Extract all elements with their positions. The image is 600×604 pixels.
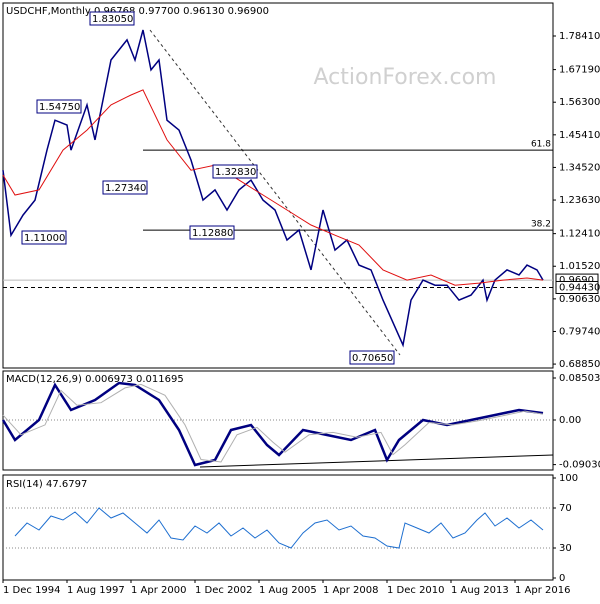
x-tick-label: 1 Aug 2013 <box>451 585 509 596</box>
series-line <box>2 89 544 286</box>
annotation: 1.54750 <box>39 102 80 113</box>
y-tick-label: 1.34520 <box>559 162 600 173</box>
header: USDCHF,Monthly 0.96768 0.97700 0.96130 0… <box>6 6 269 17</box>
macd-title: MACD(12,26,9) 0.006973 0.011695 <box>6 374 184 385</box>
y-tick-label: 30 <box>559 543 572 554</box>
annotation-box <box>21 230 67 245</box>
rsi-panel <box>2 474 554 581</box>
x-tick-label: 1 Apr 2008 <box>323 585 378 596</box>
rsi-title: RSI(14) 47.6797 <box>6 479 87 490</box>
annotation-box <box>349 350 395 365</box>
x-tick-label: 1 Dec 2002 <box>195 585 253 596</box>
x-tick-label: 1 Dec 2010 <box>387 585 445 596</box>
y-tick-label: 1.67190 <box>559 65 600 76</box>
y-tick-label: 0.90630 <box>559 294 600 305</box>
y-tick-label: 0.68850 <box>559 359 600 370</box>
x-tick-label: 1 Aug 2005 <box>259 585 317 596</box>
annotation-box <box>212 164 258 179</box>
annotation: 1.32830 <box>215 167 256 178</box>
y-tick-label: 0 <box>559 573 565 584</box>
annotation-box <box>89 11 135 26</box>
x-tick-label: 1 Aug 1997 <box>67 585 125 596</box>
series-line <box>2 29 544 348</box>
price-panel <box>2 2 554 369</box>
y-tick-label: -0.090302 <box>559 460 600 471</box>
y-tick-label: 100 <box>559 473 578 484</box>
y-tick-label: 1.12410 <box>559 229 600 240</box>
annotation: 0.70650 <box>352 353 393 364</box>
fib-level-label: 61.8 <box>531 140 551 150</box>
fib-level-label: 38.2 <box>531 220 551 230</box>
x-tick-label: 1 Dec 1994 <box>3 585 61 596</box>
series-line <box>14 507 544 549</box>
price-label: 0.94430 <box>559 282 600 293</box>
macd-trendline <box>199 454 554 468</box>
y-tick-label: 1.56300 <box>559 97 600 108</box>
annotation: 1.83050 <box>92 14 133 25</box>
y-tick-label: 1.45410 <box>559 130 600 141</box>
annotation: 1.27340 <box>105 183 146 194</box>
y-tick-label: 0.79740 <box>559 326 600 337</box>
annotation-box <box>189 225 235 240</box>
y-tick-label: 0.00 <box>559 415 581 426</box>
series-line <box>2 383 544 463</box>
x-tick-label: 1 Apr 2000 <box>131 585 186 596</box>
annotation: 1.12880 <box>192 228 233 239</box>
y-tick-label: 0.085032 <box>559 373 600 384</box>
y-tick-label: 1.78410 <box>559 31 600 42</box>
y-tick-label: 1.01520 <box>559 261 600 272</box>
annotation: 1.11000 <box>24 233 65 244</box>
x-tick-label: 1 Apr 2016 <box>515 585 570 596</box>
y-tick-label: 1.23630 <box>559 195 600 206</box>
fib-line <box>149 29 401 356</box>
price-label: 0.9690 <box>559 275 594 286</box>
annotation-box <box>36 99 82 114</box>
price-label-box <box>555 280 599 294</box>
watermark: ActionForex.com <box>314 65 497 90</box>
y-tick-label: 70 <box>559 503 572 514</box>
annotation-box <box>102 180 148 195</box>
